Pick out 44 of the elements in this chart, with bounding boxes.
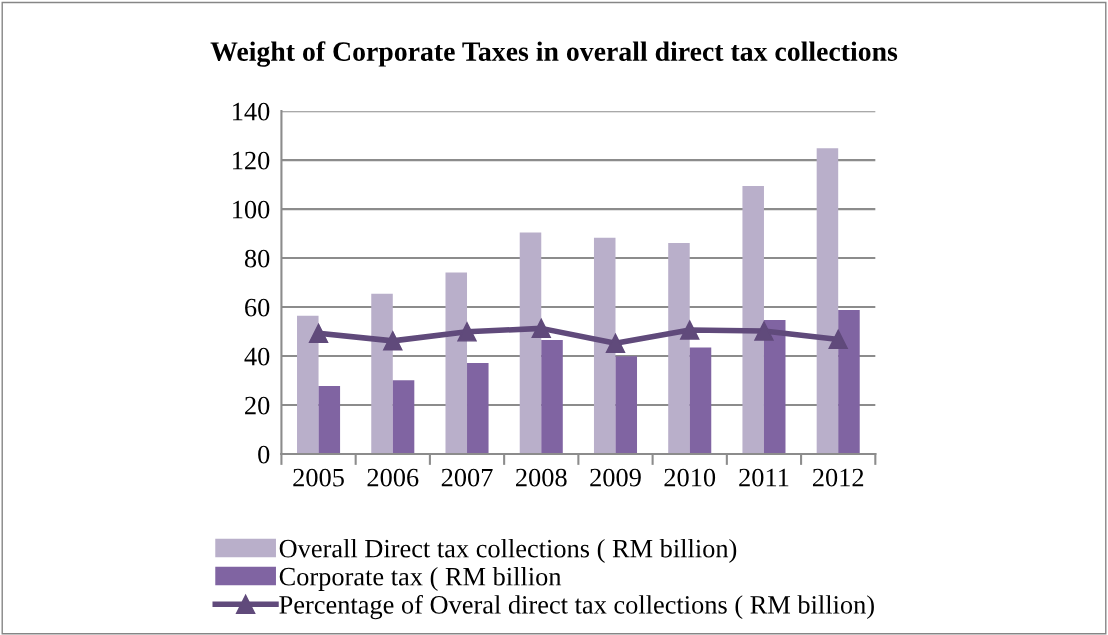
x-tick-label: 2008 <box>516 468 567 487</box>
y-tick-label: 100 <box>233 200 270 219</box>
x-tick-label: 2009 <box>590 468 641 487</box>
bar <box>392 380 415 455</box>
bar <box>689 347 712 455</box>
chart-title: Weight of Corporate Taxes in overall direct tax collections <box>210 41 898 67</box>
point <box>605 333 626 354</box>
bar <box>467 362 489 455</box>
bar <box>519 232 542 455</box>
y-tick-label: 120 <box>233 151 270 170</box>
bar <box>371 293 393 455</box>
bar <box>615 356 638 455</box>
y-tick-label: 0 <box>258 445 270 464</box>
x-tick-label: 2012 <box>812 468 864 487</box>
point <box>308 323 329 343</box>
bar <box>445 272 468 455</box>
bar <box>318 385 341 455</box>
point <box>754 321 774 341</box>
bar <box>742 186 764 455</box>
point <box>531 318 551 339</box>
y-tick-label: 20 <box>245 396 270 415</box>
point <box>680 320 700 340</box>
bar <box>297 315 319 455</box>
bar <box>838 310 860 455</box>
x-tick-label: 2006 <box>367 468 419 487</box>
point <box>828 329 848 350</box>
point <box>383 331 403 351</box>
x-tick-label: 2005 <box>293 468 344 487</box>
bar <box>668 242 690 455</box>
bar <box>593 237 616 455</box>
x-tick-label: 2010 <box>664 468 716 487</box>
x-tick-label: 2011 <box>739 468 789 487</box>
legend-label: Percentage of Overal direct tax collections ( RM billion) <box>279 594 874 620</box>
bar <box>816 148 839 455</box>
y-tick-label: 140 <box>233 102 270 121</box>
y-tick-label: 40 <box>244 347 270 366</box>
x-tick-label: 2007 <box>441 468 493 487</box>
point <box>457 322 477 342</box>
bar <box>763 320 786 455</box>
bar <box>541 339 563 455</box>
y-tick-label: 80 <box>244 249 270 268</box>
legend-label: Overall Direct tax collections ( RM billion) <box>279 538 737 563</box>
y-tick-label: 60 <box>245 298 270 317</box>
legend-label: Corporate tax ( RM billion <box>279 567 562 591</box>
